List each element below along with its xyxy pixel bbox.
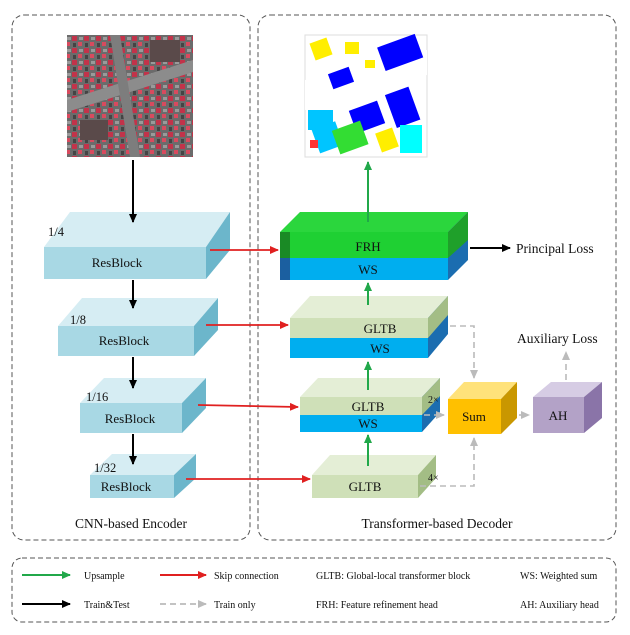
- legend-trainonly-label: Train only: [214, 600, 256, 611]
- skip-arrow-3: [197, 402, 299, 411]
- sum-label: Sum: [462, 409, 486, 424]
- gltb-1-label: GLTB: [364, 321, 397, 336]
- input-aerial-image: [67, 35, 193, 157]
- legend-frh-label: FRH: Feature refinement head: [316, 600, 438, 611]
- gltb-3-label: GLTB: [349, 479, 382, 494]
- decoder-panel: [257, 14, 617, 541]
- scale-1-8: 1/8: [70, 313, 86, 327]
- x4-label: 4×: [428, 473, 439, 484]
- encoder-panel: [11, 14, 251, 541]
- resblock-3-label: ResBlock: [105, 411, 156, 426]
- frh-block: [280, 212, 468, 280]
- x2-label: 2×: [428, 395, 439, 406]
- scale-1-32: 1/32: [94, 461, 116, 475]
- gltb-block-2: [300, 378, 440, 432]
- auxiliary-loss-label: Auxiliary Loss: [517, 331, 598, 346]
- scale-1-16: 1/16: [86, 390, 108, 404]
- encoder-caption: CNN-based Encoder: [75, 516, 188, 531]
- resblock-2: [58, 298, 218, 356]
- legend-gltb-label: GLTB: Global-local transformer block: [316, 571, 470, 582]
- sum-block: [448, 382, 517, 434]
- gltb-2-label: GLTB: [352, 399, 385, 414]
- principal-loss-label: Principal Loss: [516, 241, 594, 256]
- legend-ah-label: AH: Auxiliary head: [520, 600, 599, 611]
- decoder-caption: Transformer-based Decoder: [361, 516, 513, 531]
- scale-1-4: 1/4: [48, 225, 65, 239]
- legend-skip-label: Skip connection: [214, 571, 279, 582]
- resblock-3: [80, 378, 206, 433]
- gltb-block-1: [290, 296, 448, 358]
- ah-block: [533, 382, 602, 433]
- resblock-2-label: ResBlock: [99, 333, 150, 348]
- resblock-1-label: ResBlock: [92, 255, 143, 270]
- trainonly-path-gltb3: [420, 437, 478, 487]
- gltb-block-3: [312, 455, 436, 498]
- ah-label: AH: [549, 408, 568, 423]
- resblock-1: [44, 212, 230, 279]
- legend-upsample-label: Upsample: [84, 571, 125, 582]
- legend-box: [11, 557, 617, 623]
- frh-ws-label: WS: [358, 262, 378, 277]
- gltb-2-ws-label: WS: [358, 416, 378, 431]
- resblock-4: [90, 454, 196, 498]
- frh-label: FRH: [355, 239, 380, 254]
- resblock-4-label: ResBlock: [101, 479, 152, 494]
- gltb-1-ws-label: WS: [370, 341, 390, 356]
- legend-ws-label: WS: Weighted sum: [520, 571, 598, 582]
- legend-traintest-label: Train&Test: [84, 600, 130, 611]
- output-segmentation-map: [304, 33, 428, 158]
- trainonly-path-gltb1: [450, 325, 478, 379]
